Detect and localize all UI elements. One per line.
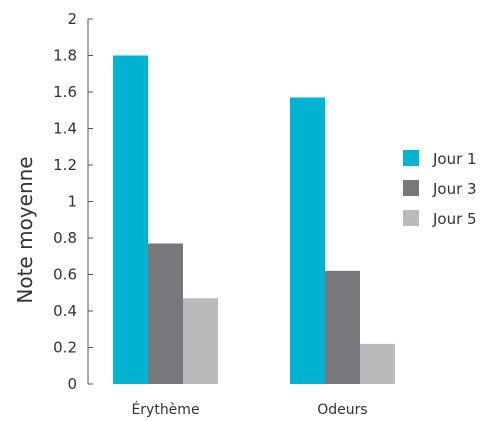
y-tick-label: 2	[67, 10, 77, 28]
y-tick-label: 1	[67, 193, 77, 211]
bar-odeurs-jour-5	[360, 343, 395, 384]
bar-érythème-jour-5	[183, 298, 218, 384]
x-tick-label: Odeurs	[317, 402, 367, 417]
y-axis-title: Note moyenne	[13, 156, 37, 303]
y-tick-label: 1.2	[53, 156, 77, 174]
y-axis: 0 0.2 0.4 0.6 0.8 1 1.2 1.4 1.6 1.8 2	[53, 10, 93, 393]
x-tick-label: Érythème	[131, 401, 199, 417]
y-tick-label: 1.4	[53, 120, 77, 138]
bar-odeurs-jour-3	[325, 270, 360, 384]
legend-label: Jour 5	[432, 210, 477, 228]
legend-label: Jour 3	[432, 180, 477, 198]
y-tick-label: 0.6	[53, 266, 77, 284]
bar-érythème-jour-3	[148, 243, 183, 384]
legend-swatch	[403, 150, 419, 166]
legend-swatch	[403, 210, 419, 226]
legend: Jour 1 Jour 3 Jour 5	[403, 150, 477, 228]
y-tick-label: 1.8	[53, 47, 77, 65]
y-tick-label: 1.6	[53, 83, 77, 101]
bars	[113, 55, 395, 384]
y-tick-label: 0.4	[53, 302, 77, 320]
legend-swatch	[403, 180, 419, 196]
legend-label: Jour 1	[432, 150, 477, 168]
y-tick-label: 0	[67, 375, 77, 393]
y-tick-label: 0.2	[53, 339, 77, 357]
bar-érythème-jour-1	[113, 55, 148, 384]
y-tick-label: 0.8	[53, 229, 77, 247]
x-axis: Érythème Odeurs	[131, 401, 367, 418]
bar-odeurs-jour-1	[290, 97, 325, 384]
